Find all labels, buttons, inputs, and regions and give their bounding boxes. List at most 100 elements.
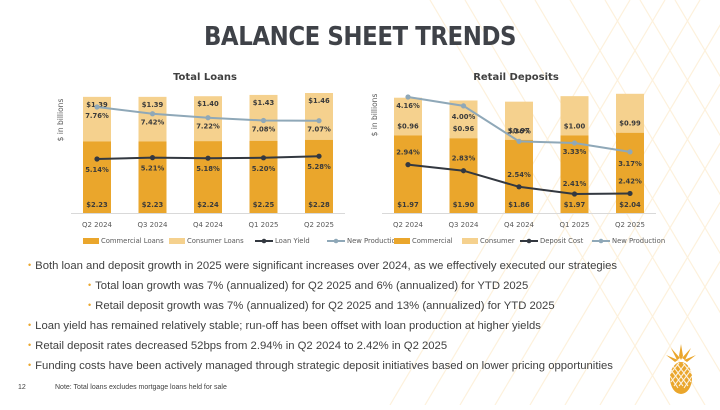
legend-label: Commercial	[412, 237, 453, 245]
bar-commercial	[249, 140, 278, 213]
legend-swatch-marker	[526, 238, 532, 244]
legend-swatch	[462, 238, 478, 244]
bullet-text: Loan yield has remained relatively stabl…	[35, 320, 541, 332]
bg-diagonal-line	[534, 0, 720, 314]
x-tick-label: Q1 2025	[248, 221, 278, 229]
x-tick-label: Q2 2024	[82, 221, 113, 229]
bar-label-consumer: $0.97	[508, 127, 530, 135]
bar-label-commercial: $2.25	[253, 201, 275, 209]
line-loan-yield-point	[205, 155, 211, 161]
bullet-marker: •	[28, 320, 32, 330]
line-loan-yield-label: 5.20%	[252, 165, 276, 173]
line-loan-yield-point	[316, 153, 322, 159]
legend-swatch	[83, 238, 99, 244]
bullet-item: • Retail deposit growth was 7% (annualize…	[88, 300, 555, 312]
bar-label-commercial: $2.23	[142, 201, 164, 209]
bullet-item: • Total loan growth was 7% (annualized) f…	[88, 280, 528, 292]
line-deposit-cost-point	[627, 190, 633, 197]
bar-label-consumer: $1.39	[142, 101, 164, 109]
bar-consumer	[616, 93, 644, 133]
bg-diagonal-line	[529, 83, 720, 405]
line-new-production-point	[405, 94, 411, 100]
line-deposit-cost-label: 2.42%	[618, 177, 642, 185]
x-tick-label: Q1 2025	[559, 221, 589, 229]
y-axis-label: $ in billions	[56, 99, 65, 142]
bar-label-commercial: $2.24	[197, 201, 219, 209]
bar-commercial	[560, 135, 589, 213]
line-new-production-label: 3.33%	[563, 148, 587, 156]
legend-swatch	[169, 238, 185, 244]
pineapple-icon	[666, 344, 696, 394]
line-deposit-cost-point	[405, 162, 411, 168]
x-tick-label: Q3 2024	[137, 221, 168, 229]
line-new-production-label: 7.08%	[252, 125, 276, 133]
bg-diagonal-line	[599, 201, 720, 405]
chart-title: Total Loans	[173, 72, 237, 83]
bullet-marker: •	[28, 360, 32, 370]
bar-label-commercial: $1.86	[508, 201, 530, 209]
legend-label: New Production	[612, 237, 665, 245]
bg-diagonal-line	[569, 0, 720, 255]
legend-label: Consumer	[480, 237, 515, 245]
bar-label-commercial: $1.97	[564, 201, 586, 209]
chart-title: Retail Deposits	[473, 72, 559, 83]
legend-swatch-marker	[261, 238, 267, 244]
bar-consumer	[83, 96, 111, 142]
line-loan-yield-label: 5.18%	[196, 165, 220, 173]
bar-commercial	[616, 132, 644, 213]
bg-diagonal-line	[604, 0, 720, 196]
bg-diagonal-line	[674, 0, 720, 78]
x-tick-label: Q2 2025	[304, 221, 334, 229]
bar-label-commercial: $2.04	[619, 201, 641, 209]
line-new-production-point	[149, 111, 156, 117]
bar-commercial	[138, 141, 167, 213]
footnote: Note: Total loans excludes mortgage loan…	[55, 384, 227, 391]
bullet-marker: •	[88, 280, 92, 290]
line-loan-yield-point	[260, 155, 267, 161]
bullet-marker: •	[28, 340, 32, 350]
bg-diagonal-line	[429, 0, 671, 405]
bullet-marker: •	[88, 300, 92, 310]
bullet-item: • Retail deposit rates decreased 52bps fr…	[28, 340, 447, 352]
bar-commercial	[305, 139, 333, 213]
x-tick-label: Q3 2024	[448, 221, 479, 229]
line-new-production-point	[460, 103, 467, 109]
line-new-production-point	[94, 104, 100, 110]
bg-diagonal-line	[564, 142, 720, 405]
line-new-production-label: 7.42%	[141, 119, 165, 127]
line-loan-yield-label: 5.28%	[307, 163, 331, 171]
legend-swatch	[394, 238, 410, 244]
bar-consumer	[394, 97, 422, 136]
bar-commercial	[194, 141, 222, 213]
bar-commercial	[83, 141, 111, 213]
bar-consumer	[305, 93, 333, 140]
bar-label-consumer: $0.96	[453, 125, 475, 133]
bullet-marker: •	[28, 260, 32, 270]
line-deposit-cost-point	[571, 191, 578, 197]
line-new-production-point	[627, 149, 633, 155]
line-loan-yield-label: 5.21%	[141, 165, 165, 173]
line-new-production-label: 4.16%	[396, 102, 420, 110]
bar-commercial	[505, 139, 533, 213]
line-new-production-point	[260, 117, 267, 124]
bullet-item: • Both loan and deposit growth in 2025 we…	[28, 260, 617, 272]
legend-label: Commercial Loans	[101, 237, 164, 245]
legend-swatch-marker	[598, 238, 604, 244]
line-new-production-point	[205, 115, 211, 121]
bar-label-consumer: $1.43	[253, 99, 275, 107]
x-tick-label: Q4 2024	[193, 221, 224, 229]
x-tick-label: Q2 2024	[393, 221, 424, 229]
bar-label-consumer: $0.99	[619, 120, 641, 128]
line-deposit-cost-point	[460, 168, 467, 174]
bar-label-consumer: $1.40	[197, 100, 219, 108]
line-loan-yield-label: 5.14%	[85, 166, 109, 174]
line-new-production-label: 7.76%	[85, 112, 109, 120]
line-new-production-label: 4.00%	[452, 113, 476, 121]
bg-diagonal-line	[639, 0, 720, 137]
line-loan-yield-point	[149, 155, 156, 161]
legend-label: New Production	[347, 237, 400, 245]
bar-consumer	[249, 94, 278, 141]
